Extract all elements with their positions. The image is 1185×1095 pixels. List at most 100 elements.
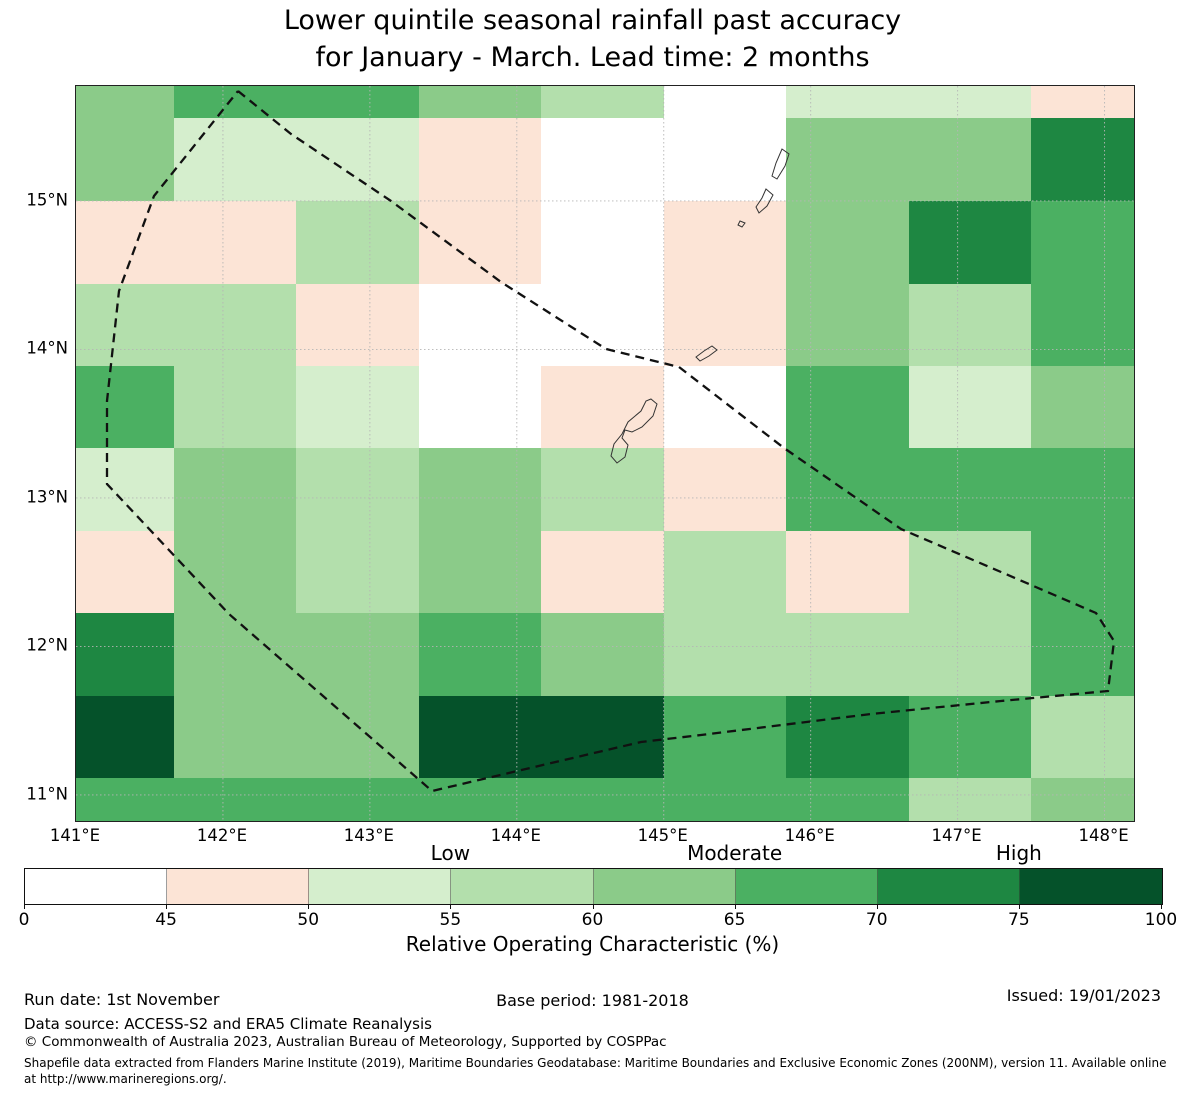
data-source-text: Data source: ACCESS-S2 and ERA5 Climate …: [24, 1015, 432, 1033]
heatmap-cell: [541, 200, 664, 284]
heatmap-cell: [786, 778, 909, 822]
x-tick-label: 145°E: [637, 826, 688, 845]
heatmap-cell: [76, 200, 174, 284]
colorbar-category-low: Low: [430, 841, 471, 865]
x-tick-label: 141°E: [49, 826, 101, 845]
colorbar-tick-label: 0: [18, 910, 30, 930]
heatmap-cell: [174, 448, 297, 531]
heatmap-map-area: [75, 85, 1135, 822]
heatmap-cell: [908, 118, 1032, 201]
heatmap-cell: [1031, 530, 1134, 614]
colorbar-tick-label: 45: [155, 910, 177, 930]
y-tick-label: 12°N: [26, 635, 68, 655]
shapefile-note-line1: Shapefile data extracted from Flanders M…: [24, 1056, 1167, 1070]
heatmap-cell: [76, 283, 174, 366]
heatmap-cell: [663, 613, 787, 696]
heatmap-cell: [786, 448, 909, 531]
heatmap-cell: [541, 530, 664, 614]
aguijan-island-outline: [737, 220, 746, 228]
chart-title-line2: for January - March. Lead time: 2 months: [315, 42, 870, 73]
y-tick-label: 15°N: [26, 190, 68, 210]
shapefile-note-line2: at http://www.marineregions.org/.: [24, 1072, 227, 1086]
x-tick-label: 142°E: [196, 826, 248, 845]
heatmap-cell: [296, 118, 419, 201]
heatmap-cell: [76, 365, 174, 449]
heatmap-cell: [786, 613, 909, 696]
heatmap-cell: [1031, 365, 1134, 449]
heatmap-cell: [418, 695, 542, 779]
rota-island-outline: [695, 345, 718, 362]
heatmap-cell: [174, 86, 297, 119]
heatmap-cell: [1031, 86, 1134, 119]
heatmap-cell: [296, 200, 419, 284]
heatmap-cell: [418, 530, 542, 614]
colorbar-tick-label: 100: [1144, 910, 1178, 930]
heatmap-cell: [786, 365, 909, 449]
heatmap-cell: [786, 86, 909, 119]
heatmap-cell: [908, 530, 1032, 614]
map-overlay: [76, 86, 1134, 821]
colorbar-segment-50-55: [309, 869, 452, 904]
heatmap-cell: [908, 365, 1032, 449]
colorbar-tick-label: 75: [1008, 910, 1030, 930]
colorbar-category-high: High: [995, 841, 1042, 865]
run-date-text: Run date: 1st November: [24, 990, 220, 1009]
heatmap-cell: [663, 530, 787, 614]
heatmap-cell: [786, 200, 909, 284]
heatmap-cell: [296, 448, 419, 531]
tinian-island-outline: [755, 188, 774, 214]
heatmap-cell: [1031, 695, 1134, 779]
heatmap-cell: [1031, 613, 1134, 696]
colorbar-tick-label: 65: [723, 910, 746, 930]
heatmap-cell: [1031, 118, 1134, 201]
copyright-text: © Commonwealth of Australia 2023, Austra…: [24, 1034, 667, 1050]
heatmap-cell: [908, 200, 1032, 284]
colorbar-segment-0-45: [25, 869, 168, 904]
heatmap-cell: [541, 778, 664, 822]
heatmap-cell: [296, 86, 419, 119]
saipan-island-outline: [771, 148, 790, 180]
heatmap-cell: [541, 86, 664, 119]
heatmap-cell: [174, 695, 297, 779]
base-period-text: Base period: 1981-2018: [496, 991, 689, 1010]
x-tick-label: 144°E: [490, 826, 541, 845]
colorbar-segment-55-60: [451, 869, 594, 904]
colorbar-segment-75-100: [1019, 869, 1162, 904]
guam-island-outline: [610, 398, 658, 464]
chart-title: Lower quintile seasonal rainfall past ac…: [0, 2, 1185, 76]
heatmap-cell: [76, 613, 174, 696]
heatmap-cell: [786, 118, 909, 201]
colorbar-segment-65-70: [735, 869, 878, 904]
heatmap-cell: [418, 86, 542, 119]
colorbar-tick-label: 50: [297, 910, 320, 930]
x-tick-label: 143°E: [343, 826, 394, 845]
heatmap-cell: [663, 86, 787, 119]
heatmap-cell: [296, 365, 419, 449]
heatmap-cell: [541, 613, 664, 696]
heatmap-cell: [1031, 778, 1134, 822]
heatmap-cell: [174, 200, 297, 284]
colorbar-tick-label: 70: [865, 910, 888, 930]
heatmap-cell: [418, 118, 542, 201]
heatmap-cell: [296, 778, 419, 822]
heatmap-cell: [908, 695, 1032, 779]
y-tick-label: 13°N: [26, 487, 68, 507]
heatmap-cell: [786, 283, 909, 366]
heatmap-cell: [1031, 200, 1134, 284]
colorbar-tick-label: 55: [439, 910, 462, 930]
eez-dashed-boundary: [105, 90, 1116, 793]
heatmap-cell: [174, 778, 297, 822]
heatmap-cell: [1031, 283, 1134, 366]
degree-gridlines: [76, 86, 1134, 821]
y-tick-label: 14°N: [26, 338, 68, 358]
heatmap-cell: [418, 448, 542, 531]
heatmap-cell: [908, 778, 1032, 822]
chart-title-line1: Lower quintile seasonal rainfall past ac…: [283, 5, 902, 36]
heatmap-cell: [908, 283, 1032, 366]
heatmap-cell: [174, 365, 297, 449]
heatmap-cell: [418, 613, 542, 696]
heatmap-cell: [663, 778, 787, 822]
colorbar-category-moderate: Moderate: [687, 841, 783, 865]
heatmap-cell: [76, 530, 174, 614]
heatmap-cell: [296, 530, 419, 614]
